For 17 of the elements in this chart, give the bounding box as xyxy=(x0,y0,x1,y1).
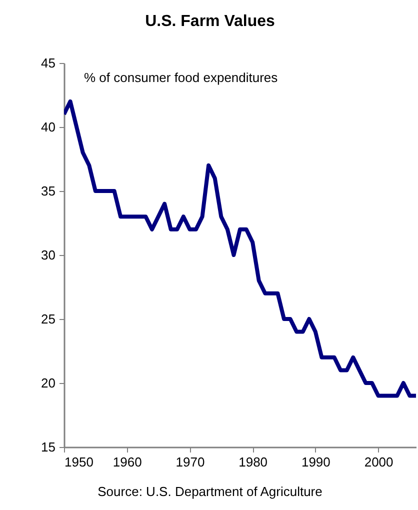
y-tick-label: 20 xyxy=(41,376,56,390)
annotation: % of consumer food expenditures xyxy=(84,70,278,85)
x-tick-label: 1970 xyxy=(176,454,205,470)
x-tick-label: 1990 xyxy=(301,454,330,470)
y-tick-label: 25 xyxy=(41,312,56,326)
chart-title: U.S. Farm Values xyxy=(145,13,276,30)
y-tick-label: 35 xyxy=(41,184,56,198)
y-tick-label: 30 xyxy=(41,248,56,262)
y-tick-label: 15 xyxy=(41,440,56,454)
x-tick-label: 1960 xyxy=(112,454,142,470)
line-series xyxy=(64,99,416,398)
source-note: Source: U.S. Department of Agriculture xyxy=(98,484,322,499)
x-tick-label: 2000 xyxy=(364,454,394,470)
x-tick-label: 1980 xyxy=(238,454,268,470)
x-tick-label: 1950 xyxy=(64,454,94,470)
y-tick-label: 45 xyxy=(41,56,56,70)
y-tick-label: 40 xyxy=(41,120,56,134)
